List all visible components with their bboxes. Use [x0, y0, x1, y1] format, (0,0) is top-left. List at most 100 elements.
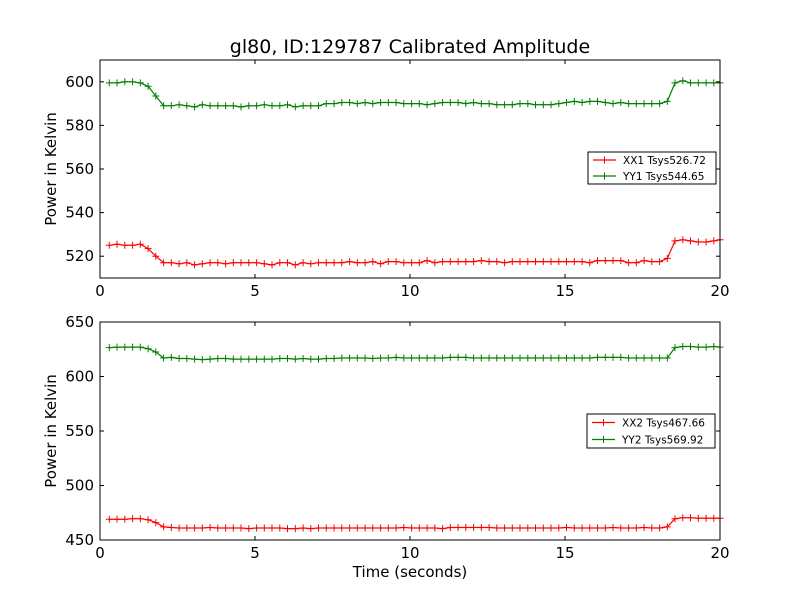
- data-point: [198, 101, 206, 109]
- data-point: [539, 101, 547, 109]
- data-point: [485, 354, 493, 362]
- data-point: [307, 260, 315, 268]
- data-point: [291, 261, 299, 269]
- data-point: [594, 353, 601, 361]
- data-point: [663, 523, 671, 531]
- data-point: [167, 524, 175, 531]
- data-point: [245, 525, 253, 533]
- data-point: [315, 259, 322, 267]
- data-point: [136, 240, 144, 248]
- data-point: [330, 355, 338, 362]
- data-point: [377, 99, 385, 106]
- data-point: [663, 254, 671, 262]
- data-point: [501, 259, 509, 267]
- data-point: [586, 259, 594, 267]
- data-point: [578, 354, 586, 362]
- data-point: [539, 354, 547, 362]
- data-point: [648, 100, 656, 108]
- data-point: [268, 102, 276, 110]
- data-point: [493, 524, 501, 532]
- data-point: [415, 259, 423, 267]
- data-point: [423, 101, 431, 109]
- data-point: [276, 259, 284, 267]
- data-point: [524, 354, 532, 362]
- data-point: [586, 354, 594, 362]
- data-point: [485, 100, 493, 108]
- data-point: [632, 259, 640, 267]
- data-point: [369, 355, 377, 362]
- data-point: [160, 259, 168, 267]
- data-point: [570, 258, 578, 266]
- data-point: [477, 354, 485, 362]
- legend-label: YY2 Tsys569.92: [621, 434, 703, 446]
- data-point: [198, 356, 206, 364]
- data-point: [408, 259, 416, 267]
- data-point: [392, 258, 400, 266]
- data-point: [369, 100, 377, 108]
- data-point: [485, 258, 493, 266]
- data-point: [377, 524, 385, 532]
- legend-label: YY1 Tsys544.65: [622, 171, 704, 183]
- data-point: [322, 259, 330, 267]
- data-point: [570, 524, 578, 532]
- y-axis-label: Power in Kelvin: [42, 374, 60, 488]
- data-point: [245, 355, 253, 363]
- data-point: [694, 343, 702, 351]
- data-point: [532, 524, 539, 532]
- data-point: [679, 514, 687, 522]
- data-point: [144, 245, 152, 253]
- data-point: [640, 257, 648, 265]
- data-point: [152, 92, 160, 100]
- data-point: [462, 258, 470, 266]
- data-point: [702, 343, 710, 351]
- data-point: [640, 524, 648, 531]
- data-point: [671, 237, 679, 245]
- y-tick-label: 450: [65, 531, 94, 549]
- data-point: [408, 100, 416, 108]
- data-point: [423, 524, 431, 532]
- data-point: [129, 343, 137, 351]
- data-point: [307, 525, 315, 533]
- x-tick-label: 0: [95, 282, 105, 300]
- data-point: [338, 259, 346, 267]
- y-tick-label: 540: [65, 204, 94, 222]
- data-point: [547, 354, 555, 362]
- data-point: [687, 79, 694, 87]
- data-point: [129, 515, 137, 523]
- data-point: [578, 99, 586, 106]
- data-point: [594, 524, 601, 532]
- data-point: [260, 260, 268, 268]
- data-point: [485, 524, 493, 531]
- data-point: [361, 524, 369, 532]
- data-point: [609, 257, 617, 265]
- data-point: [214, 355, 222, 362]
- data-point: [687, 237, 694, 245]
- data-point: [648, 258, 656, 266]
- data-point: [315, 355, 322, 363]
- data-point: [392, 99, 400, 106]
- data-point: [198, 260, 206, 268]
- data-point: [330, 259, 338, 267]
- data-point: [524, 100, 532, 108]
- data-point: [625, 354, 633, 362]
- data-point: [121, 343, 129, 351]
- data-point: [516, 100, 524, 108]
- data-point: [338, 354, 346, 362]
- data-point: [105, 79, 113, 87]
- data-point: [648, 354, 656, 362]
- data-point: [415, 100, 423, 108]
- y-tick-label: 580: [65, 116, 94, 134]
- data-point: [121, 78, 129, 86]
- data-point: [415, 524, 423, 532]
- data-point: [191, 355, 199, 363]
- data-point: [260, 355, 268, 363]
- data-point: [470, 99, 478, 106]
- data-point: [284, 101, 291, 109]
- data-point: [229, 355, 237, 363]
- data-point: [330, 100, 338, 108]
- data-point: [384, 258, 392, 266]
- data-point: [710, 514, 718, 522]
- y-tick-label: 560: [65, 160, 94, 178]
- data-point: [532, 354, 539, 362]
